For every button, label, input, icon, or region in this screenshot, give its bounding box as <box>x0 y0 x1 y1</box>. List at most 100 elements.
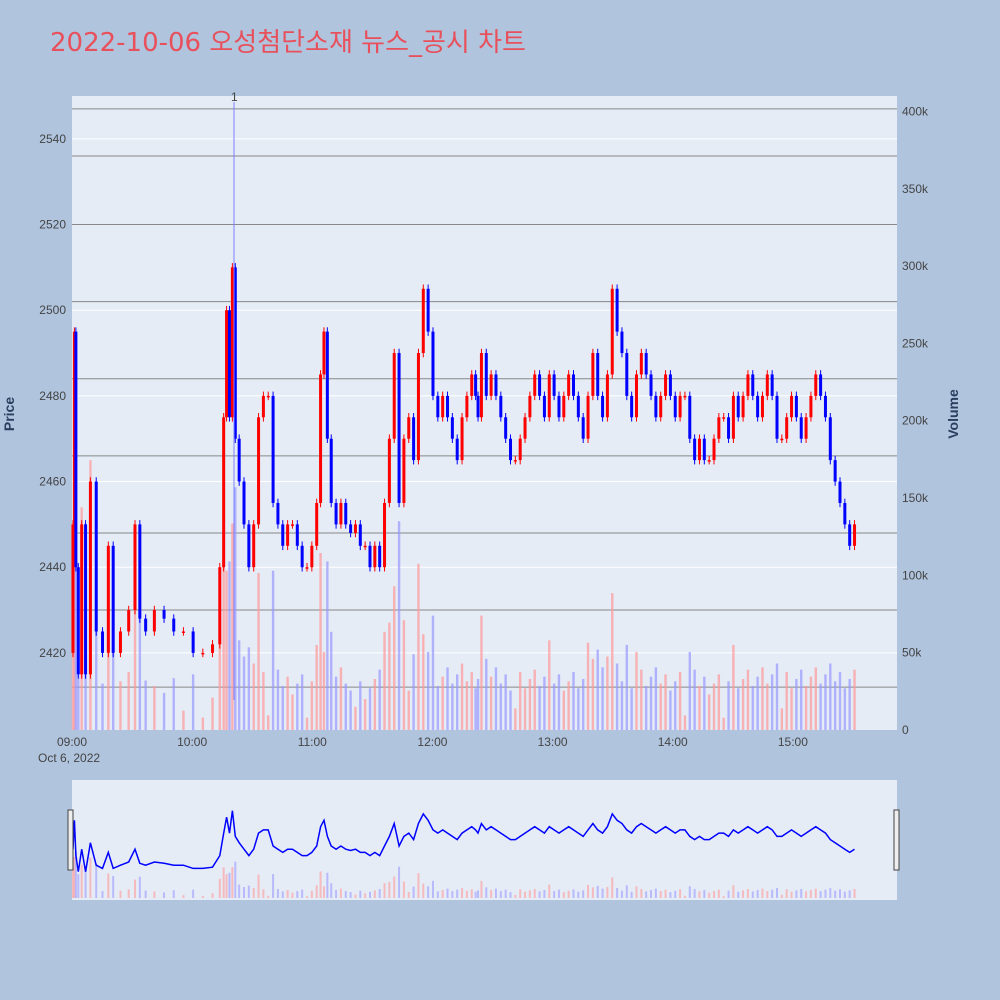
volume-bar <box>591 658 595 730</box>
candle-body <box>339 502 343 525</box>
candle-body <box>162 610 166 619</box>
range-slider-volume-bar <box>499 891 502 898</box>
range-slider-volume-bar <box>291 892 294 898</box>
candle-body <box>596 353 600 396</box>
candle-body <box>605 374 609 418</box>
range-slider-volume-bar <box>252 888 255 898</box>
range-slider-volume-bar <box>470 889 473 898</box>
volume-bar <box>422 634 425 730</box>
candle-body <box>315 502 319 546</box>
volume-bar <box>722 717 725 730</box>
range-slider-volume-bar <box>843 891 846 898</box>
range-slider-volume-bar <box>780 894 783 898</box>
volume-tick-label: 300k <box>902 259 929 273</box>
volume-bar <box>514 708 517 730</box>
range-slider-volume-bar <box>829 888 832 898</box>
price-candles <box>71 263 857 679</box>
candle-body <box>412 417 416 461</box>
candle-body <box>191 631 195 653</box>
candle-body <box>402 438 406 503</box>
volume-bar <box>674 681 677 730</box>
range-slider-volume-bar <box>222 867 225 898</box>
main-plot-area[interactable] <box>72 96 897 730</box>
candle-body <box>644 353 648 375</box>
range-slider-volume-bar <box>330 883 333 898</box>
volume-bar <box>446 667 449 730</box>
range-slider-right-handle[interactable] <box>893 809 900 871</box>
range-slider-volume-bar <box>456 889 459 898</box>
candle-body <box>809 395 813 418</box>
volume-bar <box>286 676 289 730</box>
candle-body <box>601 395 605 418</box>
range-slider-volume-bar <box>616 888 619 898</box>
candle-body <box>722 417 726 419</box>
candle-body <box>581 417 585 439</box>
range-slider-volume-bar <box>461 888 464 898</box>
volume-tick-label: 350k <box>902 182 929 196</box>
candle-body <box>470 374 474 396</box>
candle-body <box>276 502 280 525</box>
time-tick-label: 09:00 <box>57 735 87 749</box>
range-slider-volume-bar <box>693 888 696 898</box>
range-slider-volume-bar <box>84 867 87 898</box>
volume-bar <box>74 417 78 730</box>
range-slider-volume-bar <box>310 890 313 898</box>
candle-body <box>436 395 440 418</box>
volume-bar <box>465 681 469 730</box>
volume-bar <box>611 593 614 730</box>
range-slider-volume-bar <box>485 887 488 898</box>
candle-body <box>344 502 348 525</box>
candle-body <box>804 417 808 439</box>
candle-body <box>790 395 794 418</box>
volume-bar <box>640 669 643 730</box>
volume-bar <box>225 570 228 730</box>
range-slider-volume-bar <box>119 890 122 898</box>
volume-bar <box>494 667 498 730</box>
volume-bar <box>766 683 769 730</box>
candle-body <box>101 631 105 653</box>
volume-bar <box>751 685 754 730</box>
range-slider-volume-bar <box>243 886 246 898</box>
range-slider-volume-bar <box>805 891 808 898</box>
range-slider-volume-bar <box>824 889 827 898</box>
range-slider-volume-bar <box>596 885 599 898</box>
volume-bar <box>649 676 653 730</box>
candle-body <box>349 524 353 533</box>
range-slider-volume-bar <box>427 886 430 898</box>
candle-body <box>838 481 842 503</box>
range-slider-volume-bar <box>683 895 686 898</box>
range-slider-volume-bar <box>785 889 788 898</box>
volume-bar <box>388 622 391 730</box>
candle-body <box>518 438 522 461</box>
date-label: Oct 6, 2022 <box>38 751 100 765</box>
range-slider-volume-bar <box>373 890 376 898</box>
range-slider-volume-bar <box>674 890 677 898</box>
volume-bar <box>780 708 784 730</box>
range-slider-left-handle[interactable] <box>67 809 74 871</box>
range-slider-volume-bar <box>112 875 115 898</box>
volume-bar <box>489 676 493 730</box>
candle-body <box>571 374 575 396</box>
range-slider-volume-bar <box>635 886 638 898</box>
candle-body <box>152 610 156 632</box>
volume-bar <box>310 681 314 730</box>
price-tick-label: 2520 <box>39 218 66 232</box>
range-slider-volume-bar <box>790 891 793 898</box>
range-slider[interactable] <box>72 780 897 900</box>
news-marker-label: 1 <box>231 90 238 104</box>
candle-body <box>828 417 832 461</box>
candle-body <box>765 374 769 396</box>
range-slider-volume-bar <box>402 881 405 898</box>
volume-bar <box>267 715 270 730</box>
range-slider-volume-bar <box>474 891 477 898</box>
volume-bar <box>664 674 667 730</box>
volume-bar <box>485 658 488 730</box>
range-slider-volume-bar <box>71 870 74 898</box>
price-gridlines <box>72 108 897 688</box>
range-slider-volume-bar <box>698 891 701 898</box>
range-slider-volume-bar <box>814 888 817 898</box>
range-slider-volume-bar <box>737 891 740 898</box>
range-slider-volume-bar <box>838 889 841 898</box>
volume-bar <box>426 651 430 730</box>
volume-bar <box>552 683 556 730</box>
